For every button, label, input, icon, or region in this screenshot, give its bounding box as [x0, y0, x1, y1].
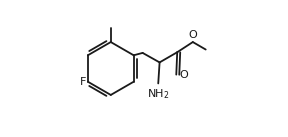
Text: F: F	[80, 77, 86, 87]
Text: O: O	[188, 30, 197, 40]
Text: NH$_2$: NH$_2$	[147, 87, 170, 101]
Text: O: O	[180, 70, 188, 80]
